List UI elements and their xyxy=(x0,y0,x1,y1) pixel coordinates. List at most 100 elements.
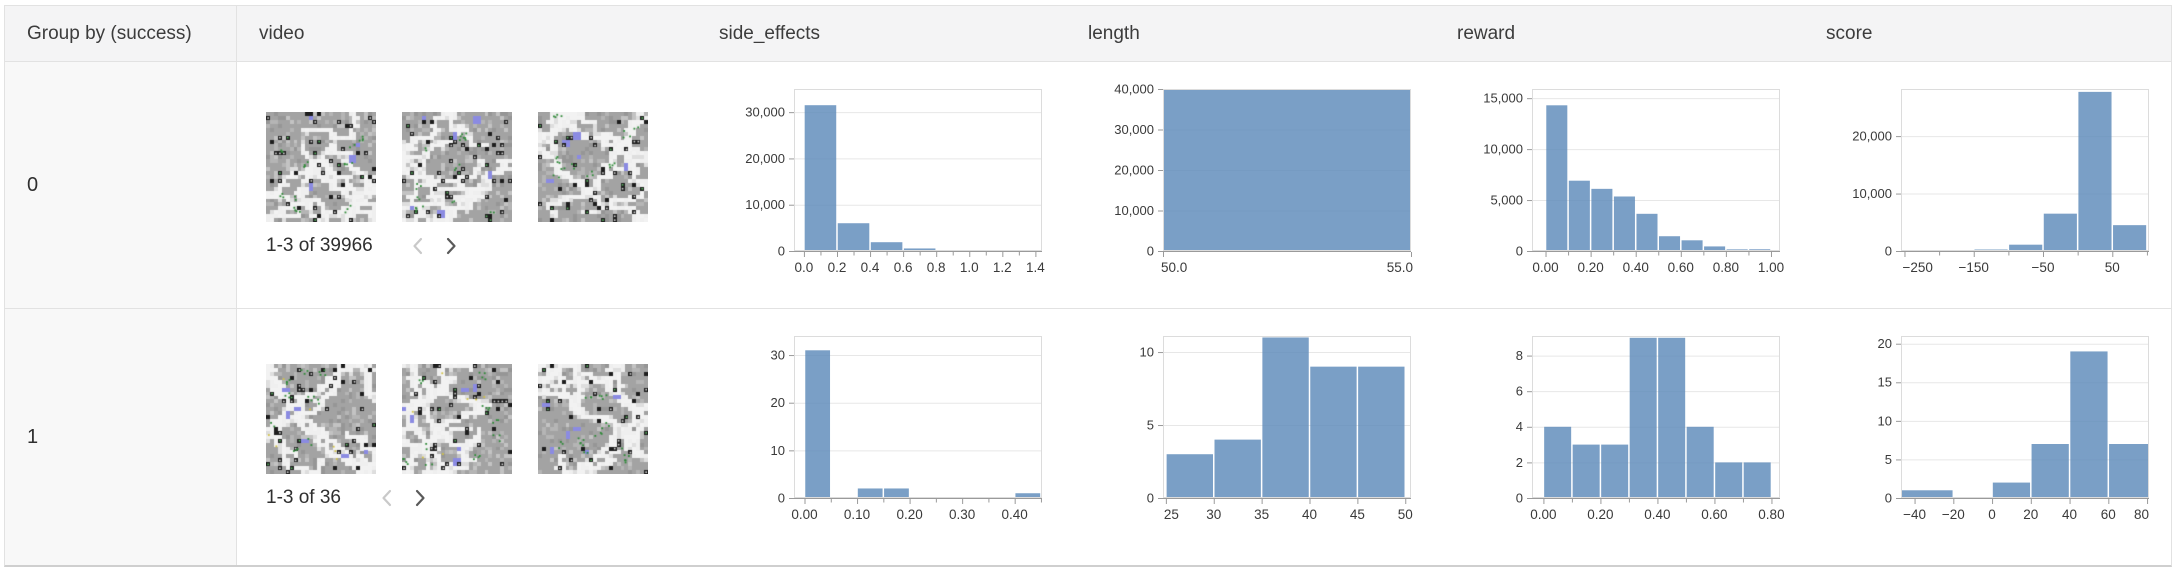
column-header-group[interactable]: Group by (success) xyxy=(5,6,237,61)
svg-text:20,000: 20,000 xyxy=(1114,162,1154,177)
svg-text:40: 40 xyxy=(1302,507,1317,522)
histogram-panel-reward[interactable]: 0 5,000 10,000 15,000 0.00 0.20 0.40 0.60 0.80 1.… xyxy=(1435,62,1804,308)
video-thumbnails xyxy=(266,112,697,222)
table-row: 1 1-3 of 36 0 10 20 30 0.00 0.10 0.20 0.30 0.40 0 5 1… xyxy=(5,308,2171,565)
svg-text:80: 80 xyxy=(2134,507,2149,522)
video-thumbnail[interactable] xyxy=(538,112,648,222)
pagination-prev-button[interactable] xyxy=(375,486,397,510)
video-cell: 1-3 of 39966 xyxy=(237,62,697,308)
svg-text:50: 50 xyxy=(1398,507,1413,522)
svg-text:1.4: 1.4 xyxy=(1026,260,1045,275)
video-cell: 1-3 of 36 xyxy=(237,309,697,565)
svg-text:10: 10 xyxy=(1140,344,1154,359)
pagination-next-button[interactable] xyxy=(441,234,463,258)
video-thumbnail[interactable] xyxy=(402,112,512,222)
svg-text:40: 40 xyxy=(2062,507,2077,522)
svg-text:0.20: 0.20 xyxy=(1577,260,1603,275)
svg-text:50: 50 xyxy=(2105,260,2120,275)
svg-text:0: 0 xyxy=(1147,490,1154,505)
histogram-panel-score[interactable]: 0 10,000 20,000 −250 −150 −50 50 xyxy=(1804,62,2171,308)
svg-text:30: 30 xyxy=(1206,507,1221,522)
svg-text:20: 20 xyxy=(771,395,785,410)
histogram-panel-length[interactable]: 0 5 10 25 30 35 40 45 50 xyxy=(1066,309,1435,565)
pagination-next-button[interactable] xyxy=(409,486,431,510)
svg-text:10: 10 xyxy=(1878,413,1892,428)
svg-text:−150: −150 xyxy=(1959,260,1989,275)
svg-text:0.30: 0.30 xyxy=(949,507,975,522)
svg-text:−40: −40 xyxy=(1903,507,1926,522)
svg-text:0.00: 0.00 xyxy=(791,507,817,522)
table-header-row: Group by (success) video side_effects lengt… xyxy=(5,6,2171,62)
column-header-reward[interactable]: reward xyxy=(1457,22,1516,44)
svg-text:10,000: 10,000 xyxy=(1852,186,1892,201)
svg-text:5,000: 5,000 xyxy=(1490,192,1523,207)
svg-text:0.6: 0.6 xyxy=(894,260,913,275)
svg-text:10,000: 10,000 xyxy=(1114,203,1154,218)
histogram-panel-score[interactable]: 0 5 10 15 20 −40 −20 0 20 40 60 80 xyxy=(1804,309,2171,565)
svg-text:5: 5 xyxy=(1147,417,1154,432)
video-thumbnail[interactable] xyxy=(538,364,648,474)
histogram-panel-side_effects[interactable]: 0 10,000 20,000 30,000 0.0 0.2 0.4 0.6 0.8 1.0 1.2… xyxy=(697,62,1066,308)
svg-text:1.2: 1.2 xyxy=(993,260,1012,275)
chevron-right-icon xyxy=(447,237,456,255)
video-thumbnail[interactable] xyxy=(266,364,376,474)
column-header-video[interactable]: video xyxy=(259,22,305,44)
histogram-panel-length[interactable]: 0 10,000 20,000 30,000 40,000 50.0 55.0 xyxy=(1066,62,1435,308)
svg-text:30: 30 xyxy=(771,347,785,362)
svg-text:2: 2 xyxy=(1516,455,1523,470)
svg-text:0: 0 xyxy=(1988,507,1996,522)
video-pagination: 1-3 of 36 xyxy=(266,486,697,510)
svg-text:0.4: 0.4 xyxy=(861,260,880,275)
svg-text:0: 0 xyxy=(1885,243,1892,258)
svg-text:10,000: 10,000 xyxy=(1483,142,1523,157)
svg-text:8: 8 xyxy=(1516,348,1523,363)
chevron-right-icon xyxy=(415,489,425,507)
svg-text:0: 0 xyxy=(1885,490,1892,505)
video-thumbnail[interactable] xyxy=(266,112,376,222)
chevron-left-icon xyxy=(381,489,391,507)
video-thumbnails xyxy=(266,364,697,474)
svg-text:0.00: 0.00 xyxy=(1532,260,1558,275)
svg-text:0.80: 0.80 xyxy=(1758,507,1784,522)
histogram-panel-reward[interactable]: 0 2 4 6 8 0.00 0.20 0.40 0.60 0.80 xyxy=(1435,309,1804,565)
svg-text:−50: −50 xyxy=(2032,260,2055,275)
svg-text:0: 0 xyxy=(1147,243,1154,258)
histogram-panel-side_effects[interactable]: 0 10 20 30 0.00 0.10 0.20 0.30 0.40 xyxy=(697,309,1066,565)
svg-text:0.20: 0.20 xyxy=(896,507,922,522)
svg-text:15: 15 xyxy=(1878,375,1892,390)
svg-text:0.40: 0.40 xyxy=(1644,507,1670,522)
svg-text:0.2: 0.2 xyxy=(828,260,847,275)
column-header-score[interactable]: score xyxy=(1826,22,1873,44)
svg-text:30,000: 30,000 xyxy=(1114,122,1154,137)
svg-text:0.60: 0.60 xyxy=(1701,507,1727,522)
svg-text:55.0: 55.0 xyxy=(1387,260,1413,275)
svg-text:−20: −20 xyxy=(1942,507,1965,522)
svg-text:0.10: 0.10 xyxy=(844,507,870,522)
svg-text:20: 20 xyxy=(1878,336,1892,351)
group-cell: 1 xyxy=(5,309,237,565)
svg-text:30,000: 30,000 xyxy=(745,105,785,120)
svg-text:0.40: 0.40 xyxy=(1002,507,1028,522)
svg-text:20,000: 20,000 xyxy=(745,151,785,166)
pagination-label: 1-3 of 39966 xyxy=(266,235,373,256)
column-header-length[interactable]: length xyxy=(1088,22,1140,44)
svg-text:1.00: 1.00 xyxy=(1758,260,1784,275)
pagination-prev-button[interactable] xyxy=(407,234,429,258)
svg-text:0.8: 0.8 xyxy=(927,260,946,275)
svg-text:0: 0 xyxy=(1516,490,1523,505)
svg-text:0.40: 0.40 xyxy=(1623,260,1649,275)
svg-text:6: 6 xyxy=(1516,384,1523,399)
svg-text:35: 35 xyxy=(1254,507,1269,522)
svg-text:4: 4 xyxy=(1516,419,1523,434)
video-thumbnail[interactable] xyxy=(402,364,512,474)
svg-text:0.60: 0.60 xyxy=(1668,260,1694,275)
column-header-side_effects[interactable]: side_effects xyxy=(719,22,821,44)
group-value-label: 1 xyxy=(27,425,39,448)
svg-text:25: 25 xyxy=(1164,507,1179,522)
table-row: 0 1-3 of 39966 0 10,000 20,000 30,000 0.0 0.2 0.… xyxy=(5,62,2171,308)
svg-text:40,000: 40,000 xyxy=(1114,81,1154,96)
svg-text:20: 20 xyxy=(2023,507,2038,522)
pagination-label: 1-3 of 36 xyxy=(266,487,341,508)
svg-text:0: 0 xyxy=(1516,243,1523,258)
